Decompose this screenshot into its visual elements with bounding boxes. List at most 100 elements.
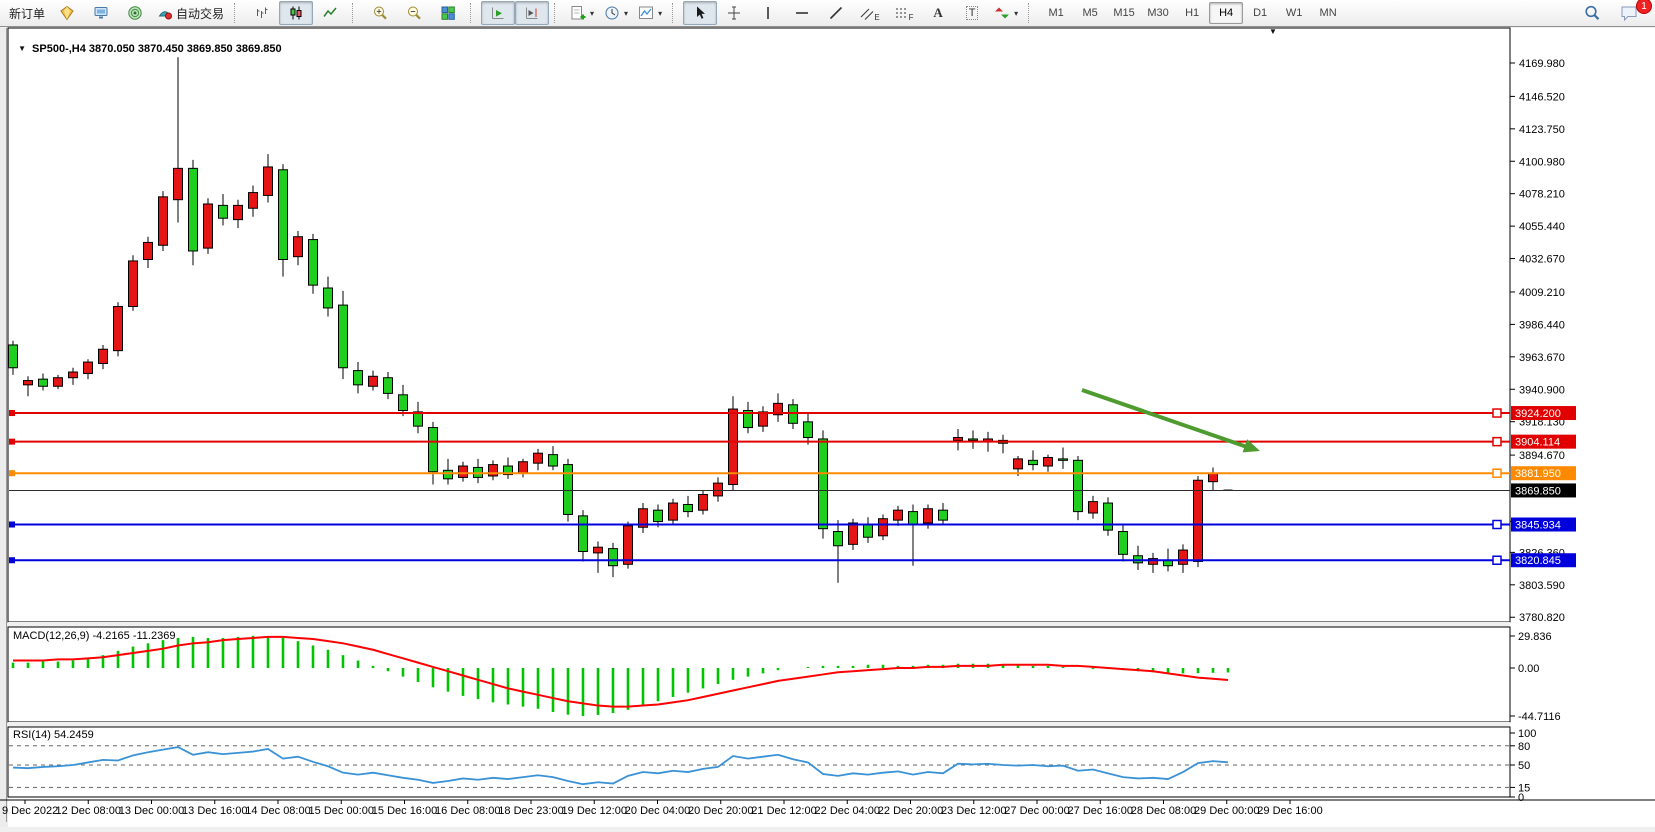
line-left-marker[interactable]	[9, 521, 15, 528]
virtual-hosting-button[interactable]	[84, 1, 118, 25]
candle	[1088, 495, 1098, 519]
dropdown-arrow-icon[interactable]: ▾	[658, 8, 663, 18]
time-tick-label: 22 Dec 04:00	[815, 805, 880, 817]
candle	[203, 198, 213, 254]
equidistant-channel-button[interactable]: E	[853, 1, 887, 25]
candle	[278, 164, 288, 277]
line-right-marker[interactable]	[1492, 408, 1502, 418]
candle	[218, 193, 228, 226]
candle	[878, 514, 888, 541]
horizontal-line-object[interactable]	[9, 436, 1510, 447]
chart-menu-arrow-icon[interactable]: ▼	[18, 44, 27, 53]
search-button[interactable]	[1575, 1, 1609, 25]
line-chart-button[interactable]	[313, 1, 347, 25]
text-label-button[interactable]: T	[955, 1, 989, 25]
vertical-line-button[interactable]	[751, 1, 785, 25]
signals-icon	[127, 5, 143, 21]
text-button[interactable]: A	[921, 1, 955, 25]
candle	[353, 362, 363, 394]
horizontal-line-object[interactable]	[9, 519, 1510, 530]
timeframe-button-m1[interactable]: M1	[1048, 7, 1064, 19]
market-button[interactable]	[50, 1, 84, 25]
timeframe-button-d1[interactable]: D1	[1253, 7, 1268, 19]
price-tick-label: 3940.900	[1519, 384, 1565, 396]
chart-shift-button[interactable]	[515, 1, 550, 25]
timeframe-button-m30[interactable]: M30	[1147, 7, 1169, 19]
candle	[578, 510, 588, 562]
price-tick-label: 4032.670	[1519, 254, 1565, 266]
main-price-pane[interactable]	[7, 27, 1511, 623]
zoom-in-icon	[372, 5, 388, 21]
timeframe-button-h1[interactable]: H1	[1185, 7, 1200, 19]
cursor-button[interactable]	[683, 1, 718, 25]
auto-trading-button[interactable]: 自动交易	[152, 1, 229, 25]
candle	[623, 521, 633, 569]
time-tick-label: 18 Dec 23:00	[498, 805, 563, 817]
rsi-line	[12, 746, 1229, 786]
price-axis[interactable]: 4169.980 4146.520 4123.750 4100.980 4078.210…	[1510, 58, 1565, 624]
fibonacci-button[interactable]: F	[887, 1, 921, 25]
pane-splitter[interactable]	[8, 622, 1510, 627]
candle	[263, 154, 273, 203]
horizontal-line-object[interactable]	[9, 408, 1510, 418]
toolbar-separator	[234, 3, 241, 23]
candle	[128, 255, 138, 311]
bar-chart-button[interactable]	[245, 1, 279, 25]
template-button[interactable]: ▾	[633, 1, 667, 25]
chat-button[interactable]: 1	[1613, 0, 1652, 25]
trendline-button[interactable]	[819, 1, 853, 25]
auto-scroll-button[interactable]	[481, 1, 516, 25]
candlestick-chart-button[interactable]	[279, 1, 314, 25]
candle	[248, 185, 258, 217]
new-order-button[interactable]: 新订单	[4, 1, 50, 25]
rsi-indicator	[9, 745, 1510, 788]
chart-title[interactable]: ▼ SP500-,H4 3870.050 3870.450 3869.850 38…	[12, 31, 282, 55]
arrow-object[interactable]	[1081, 388, 1260, 453]
time-tick-label: 15 Dec 16:00	[372, 805, 437, 817]
line-right-marker[interactable]	[1492, 468, 1502, 478]
timeframe-button-h4[interactable]: H4	[1209, 2, 1244, 24]
line-left-marker[interactable]	[9, 557, 15, 564]
signals-button[interactable]	[118, 1, 152, 25]
candles	[8, 57, 1233, 583]
timeframe-button-m5[interactable]: M5	[1082, 7, 1098, 19]
dropdown-arrow-icon[interactable]: ▾	[1014, 8, 1019, 18]
line-right-marker[interactable]	[1492, 519, 1502, 530]
arrows-button[interactable]: ▾	[989, 1, 1023, 25]
line-left-marker[interactable]	[9, 410, 15, 417]
zoom-in-button[interactable]	[363, 1, 397, 25]
horizontal-line-object[interactable]	[9, 555, 1510, 565]
pane-splitter[interactable]	[8, 722, 1510, 727]
period-button[interactable]: ▾	[599, 1, 633, 25]
crosshair-button[interactable]	[717, 1, 751, 25]
tile-windows-icon	[440, 5, 456, 21]
line-right-marker[interactable]	[1492, 555, 1502, 565]
dropdown-arrow-icon[interactable]: ▾	[590, 8, 595, 18]
line-left-marker[interactable]	[9, 438, 15, 445]
timeframe-button-mn[interactable]: MN	[1319, 7, 1337, 19]
macd-pane[interactable]	[7, 626, 1511, 723]
horizontal-line-button[interactable]	[785, 1, 819, 25]
dropdown-arrow-icon[interactable]: ▾	[624, 8, 629, 18]
time-tick-label: 22 Dec 20:00	[878, 805, 943, 817]
rsi-pane[interactable]	[7, 726, 1511, 798]
svg-text:3845.934: 3845.934	[1515, 520, 1561, 532]
candle	[413, 401, 423, 434]
new-chart-button[interactable]: ▾	[565, 1, 599, 25]
timeframe-button-w1[interactable]: W1	[1285, 7, 1303, 19]
equidistant-channel-icon	[860, 5, 874, 21]
timeframe-button-m15[interactable]: M15	[1113, 7, 1135, 19]
candle	[728, 396, 738, 491]
candle	[8, 340, 18, 375]
line-right-marker[interactable]	[1492, 436, 1502, 447]
horizontal-line-object[interactable]	[9, 468, 1510, 478]
line-left-marker[interactable]	[9, 470, 15, 477]
tile-windows-button[interactable]	[431, 1, 465, 25]
panel-collapse-arrow-icon[interactable]: ▼	[1269, 27, 1277, 36]
text-button-label: A	[933, 5, 943, 20]
zoom-out-button[interactable]	[397, 1, 431, 25]
price-level-label: 3845.934	[1511, 517, 1576, 532]
